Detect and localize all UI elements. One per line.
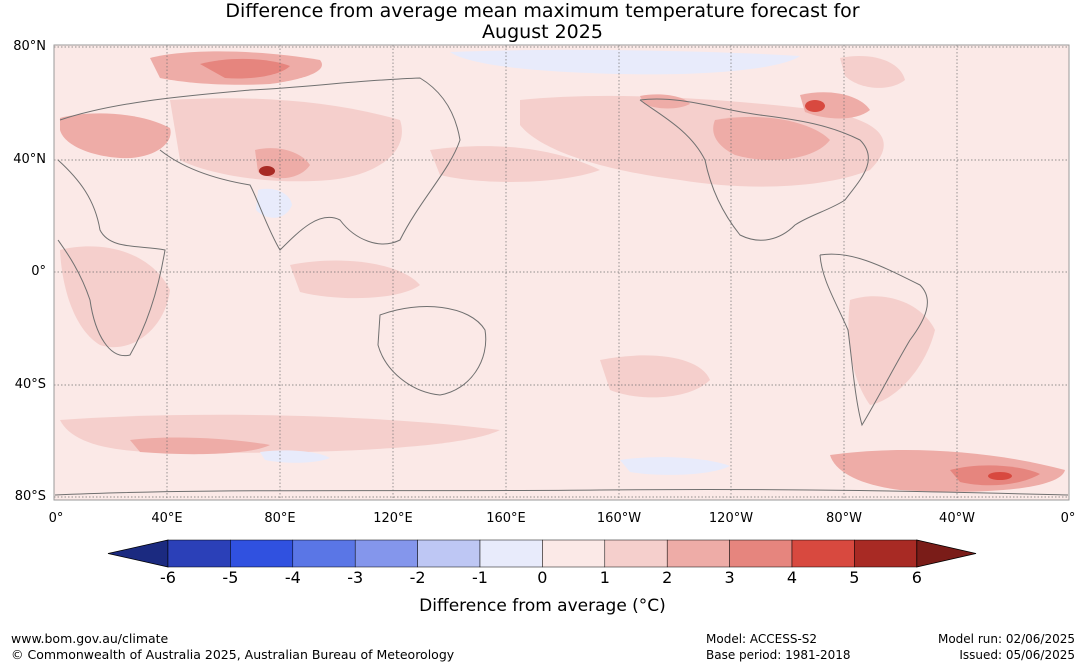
region-hudson-hotspot <box>805 100 825 112</box>
footer-model: Model: ACCESS-S2 <box>706 632 818 646</box>
colorbar-tick-label: 4 <box>786 568 798 587</box>
footer-issued: Issued: 05/06/2025 <box>959 648 1075 662</box>
lat-label: 0° <box>31 264 46 279</box>
region-southern-ocean-warm <box>130 437 270 455</box>
colorbar-tick-label: -3 <box>347 568 364 587</box>
colorbar-swatch <box>729 539 793 568</box>
region-southern-ocean-cool <box>620 457 730 475</box>
region-africa-light <box>60 246 170 348</box>
footer-model-run: Model run: 02/06/2025 <box>937 632 1075 646</box>
colorbar-extend-low <box>107 539 169 568</box>
lon-label: 160°E <box>486 511 526 526</box>
colorbar-swatch <box>542 539 606 568</box>
region-asia-light <box>170 98 402 182</box>
region-north-pacific-light <box>430 146 600 182</box>
colorbar-tick-label: 6 <box>911 568 922 587</box>
lon-label: 0° <box>1060 511 1076 526</box>
lon-label: 40°E <box>151 511 183 526</box>
colorbar-tick-label: -4 <box>284 568 301 587</box>
map-title-line1: Difference from average mean maximum tem… <box>225 0 860 22</box>
lat-label: 40°N <box>13 152 46 167</box>
lon-label: 160°W <box>596 511 642 526</box>
region-arctic-cool <box>450 49 800 75</box>
colorbar-swatch <box>854 539 918 568</box>
colorbar-tick-label: -6 <box>160 568 176 587</box>
region-maritime-light <box>290 260 420 299</box>
colorbar-swatch <box>479 539 543 568</box>
region-central-asia-warm <box>60 113 171 159</box>
footer-website: www.bom.gov.au/climate <box>11 631 169 646</box>
footer-copyright: © Commonwealth of Australia 2025, Austra… <box>11 647 455 662</box>
colorbar-tick-label: -2 <box>409 568 426 587</box>
region-south-pacific-light <box>600 355 710 398</box>
lon-label: 120°E <box>373 511 413 526</box>
lat-label: 40°S <box>14 377 46 392</box>
region-north-america-light <box>520 95 884 187</box>
region-south-atlantic-hotspot <box>988 472 1012 480</box>
colorbar-tick-label: 3 <box>724 568 735 587</box>
coastline-eurasia <box>59 77 461 251</box>
lon-label: 0° <box>48 511 64 526</box>
coastline-north-america <box>639 98 869 241</box>
colorbar-extend-high <box>916 539 977 568</box>
region-central-us-warm <box>713 116 830 160</box>
region-alaska-warm <box>640 94 690 109</box>
colorbar-tick-label: 2 <box>662 568 673 587</box>
coastlines <box>54 77 1069 496</box>
colorbar-tick-label: 0 <box>537 568 548 587</box>
colorbar-swatch <box>167 539 231 568</box>
colorbar-swatch <box>230 539 294 568</box>
colorbar-swatch <box>417 539 481 568</box>
colorbar-tick-label: -5 <box>222 568 239 587</box>
lon-label: 80°E <box>264 511 296 526</box>
region-canada-warm <box>800 92 870 119</box>
lon-label: 40°W <box>939 511 975 526</box>
region-scandinavia-hot <box>200 58 290 79</box>
coastline-africa <box>57 159 166 357</box>
colorbar-tick-label: -1 <box>472 568 488 587</box>
region-tibet-hotspot <box>259 166 275 176</box>
colorbar-swatch <box>604 539 668 568</box>
map-title-line2: August 2025 <box>482 21 603 43</box>
lon-label: 120°W <box>708 511 754 526</box>
colorbar-label: Difference from average (°C) <box>419 596 666 616</box>
lon-label: 80°W <box>826 511 862 526</box>
colorbar-tick-label: 5 <box>849 568 860 587</box>
lat-label: 80°S <box>14 489 46 504</box>
region-indian-ocean-cool <box>260 450 330 463</box>
colorbar-swatch <box>354 539 418 568</box>
colorbar <box>107 539 977 568</box>
colorbar-swatch <box>292 539 356 568</box>
coastline-antarctica <box>54 488 1069 496</box>
colorbar-swatch <box>666 539 730 568</box>
region-india-cool <box>256 188 292 218</box>
region-greenland-warm <box>840 56 905 88</box>
footer-base-period: Base period: 1981-2018 <box>706 648 851 662</box>
colorbar-tick-label: 1 <box>599 568 610 587</box>
colorbar-swatch <box>791 539 855 568</box>
coastline-south-america <box>819 253 928 427</box>
coastline-australia <box>377 306 487 396</box>
lat-label: 80°N <box>13 39 46 54</box>
region-south-america-light <box>848 296 935 405</box>
map-frame <box>53 44 1070 501</box>
